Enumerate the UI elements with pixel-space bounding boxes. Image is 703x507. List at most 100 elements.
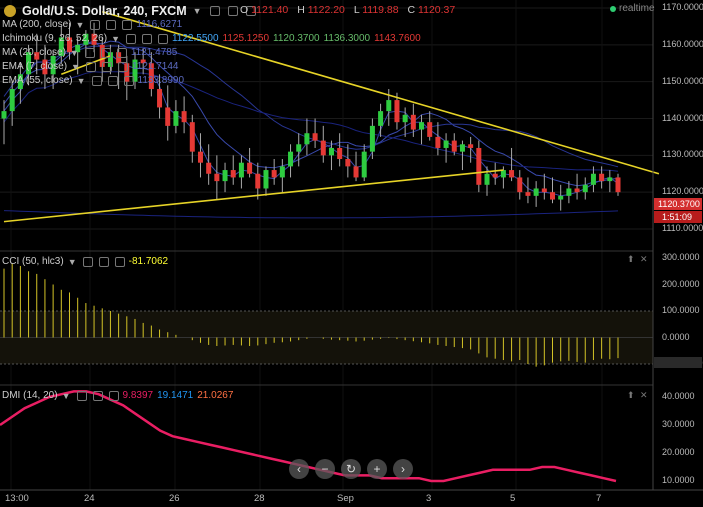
pane-up-icon-dmi[interactable]: ⬆ [627,390,635,400]
time-tick-label: 26 [169,493,180,504]
visibility-toggle-icon[interactable] [209,6,220,16]
candle-body [238,162,244,178]
candle-body [369,125,375,152]
candle-body [615,177,621,193]
candle-body [157,89,163,108]
candle-body [468,144,474,148]
time-tick-label: 3 [426,493,432,504]
candle-body [607,177,613,182]
candle-body [58,37,64,56]
candle-body [279,166,285,178]
chevron-down-icon: ▼ [67,256,77,267]
candle-body [558,195,564,200]
price-tick-label: 1110.0000 [662,223,703,233]
close-icon[interactable] [245,6,256,16]
dmi-tick-label: 40.0000 [662,391,695,401]
candle-body [271,170,277,178]
dmi-header[interactable]: DMI (14, 20) ▼ 9.8397 19.1471 21.0267 [2,390,234,401]
legend-ichimoku[interactable]: Ichimoku (9, 26, 52, 26) ▼ 1122.5500 1125… [2,33,421,44]
time-tick-label: 5 [510,493,516,504]
candle-body [582,184,588,193]
candle-body [378,111,384,126]
time-tick-label: 13:00 [5,493,29,504]
dmi-tick-label: 20.0000 [662,447,695,457]
candle-body [312,133,318,141]
legend-ma20[interactable]: MA (20, close) ▼ 1121.4785 [2,47,178,58]
candle-body [353,166,359,178]
zoom-in-button[interactable]: + [367,459,387,479]
symbol-icon [4,5,16,17]
ma200-line [3,210,619,219]
ohlc-readout: O 1121.40 H 1122.20 L 1119.88 C 1120.37 [240,4,456,16]
pane-up-icon[interactable]: ⬆ [627,254,635,264]
candle-body [165,107,171,126]
candle-body [91,33,97,45]
pane-close-icon-dmi[interactable]: ✕ [640,390,648,400]
moving-average-line [3,40,619,187]
candle-body [574,188,580,193]
reset-button[interactable]: ↻ [341,459,361,479]
chevron-down-icon: ▼ [61,390,71,401]
candle-body [124,63,130,82]
candle-body [83,33,89,45]
candle-body [337,147,343,160]
candle-body [459,144,465,152]
last-price-tag: 1120.3700 [654,198,702,210]
candle-body [541,188,547,193]
trendline [61,55,111,76]
candle-body [427,122,433,137]
candle-body [517,177,523,193]
candle-body [492,173,498,178]
candle-body [361,151,367,178]
dmi-tick-label: 10.0000 [662,475,695,485]
candle-body [222,170,228,182]
price-tick-label: 1140.0000 [662,112,703,123]
candle-body [132,59,138,82]
cci-tick-label: 300.0000 [662,252,700,262]
candle-body [197,151,203,163]
candle-body [345,159,351,167]
candle-body [590,173,596,185]
time-tick-label: Sep [337,493,354,504]
candle-body [42,59,48,75]
candle-body [247,162,253,174]
scroll-right-button[interactable]: › [393,459,413,479]
candle-body [451,140,457,152]
candle-body [17,74,23,90]
bar-countdown: 1:51:09 [654,211,702,223]
candle-body [288,151,294,167]
candle-body [140,59,146,64]
legend-ma200[interactable]: MA (200, close) ▼ 1116.6271 [2,19,183,30]
candle-body [304,133,310,145]
settings-icon[interactable] [227,6,238,16]
grid-layer [0,0,653,490]
price-tick-label: 1170.0000 [662,2,703,12]
candle-body [148,63,154,90]
candle-body [566,188,572,196]
price-tick-label: 1160.0000 [662,38,703,49]
candle-body [263,170,269,189]
pane-close-icon[interactable]: ✕ [640,254,648,264]
candle-body [107,52,113,67]
candle-body [50,55,56,75]
zoom-out-button[interactable]: − [315,459,335,479]
symbol-title[interactable]: Gold/U.S. Dollar, 240, FXCM [22,4,187,18]
trendline [102,10,660,175]
candle-body [34,52,40,60]
time-tick-label: 7 [596,493,602,504]
cci-value: -81.7062 [128,256,169,267]
legend-ema7[interactable]: EMA (7, close) ▼ 1121.7144 [2,61,179,72]
time-tick-label: 24 [84,493,95,504]
scroll-left-button[interactable]: ‹ [289,459,309,479]
legend-ema55[interactable]: EMA (55, close) ▼ 1133.8990 [2,75,185,86]
candle-body [419,122,425,130]
cci-tick-label: 100.0000 [662,305,700,315]
candle-body [509,170,515,178]
candle-body [394,100,400,123]
candle-body [173,111,179,126]
cci-header[interactable]: CCI (50, hlc3) ▼ -81.7062 [2,256,169,267]
candle-body [435,136,441,148]
chevron-down-icon[interactable]: ▼ [192,6,202,16]
candle-body [386,100,392,112]
